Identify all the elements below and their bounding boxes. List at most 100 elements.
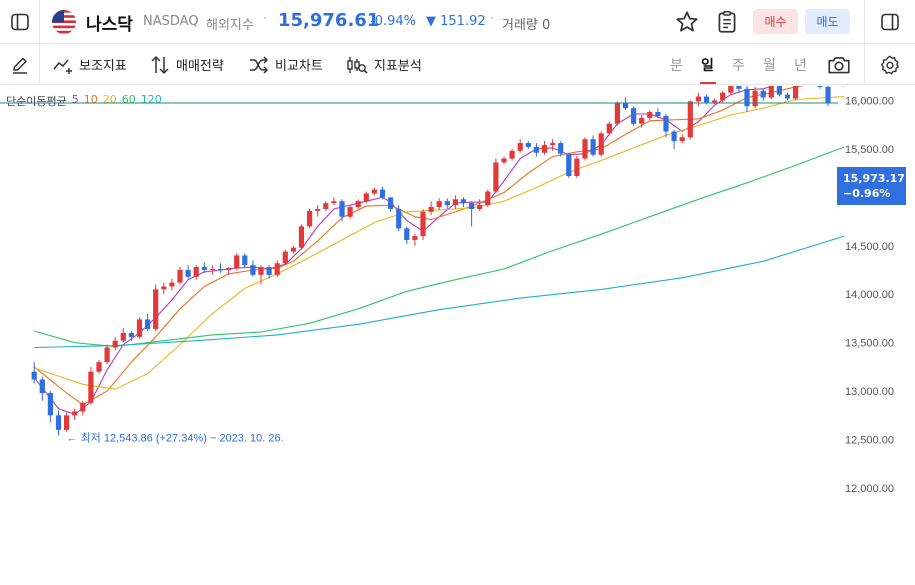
ma-line-60: [34, 146, 845, 348]
candle-body: [282, 251, 288, 264]
candle-body: [493, 162, 499, 192]
candlestick-chart[interactable]: 16,500.0016,000.0015,500.0015,000.0014,5…: [0, 86, 915, 585]
ma-line-10: [33, 86, 845, 406]
sidebar-toggle-button[interactable]: [0, 0, 40, 44]
strategy-button[interactable]: 매매전략: [150, 44, 224, 85]
candle-body: [396, 208, 402, 229]
candle-body: [234, 255, 240, 269]
compare-chart-button[interactable]: 비교차트: [249, 44, 323, 85]
period-day[interactable]: 일: [701, 58, 714, 74]
indicator-button[interactable]: 보조지표: [53, 44, 127, 85]
candle-body: [39, 379, 45, 394]
candle-body: [209, 269, 215, 271]
candle-body: [768, 86, 774, 98]
candle-body: [647, 112, 653, 118]
candle-body: [145, 319, 151, 330]
period-month[interactable]: 월: [763, 58, 776, 74]
candle-body: [695, 96, 701, 102]
index-code: NASDAQ: [143, 14, 199, 29]
favorite-button[interactable]: [674, 9, 700, 35]
candle-body: [728, 86, 734, 93]
candle-body: [793, 86, 799, 99]
analysis-label: 지표분석: [374, 59, 422, 74]
candle-body: [258, 267, 264, 275]
candle-body: [444, 201, 450, 206]
separator-dot: ·: [490, 12, 495, 27]
y-tick-label: 15,500.00: [845, 144, 894, 156]
ma-legend-title: 단순이동평균: [6, 95, 67, 108]
ma-line-20: [34, 96, 845, 390]
period-minute[interactable]: 분: [670, 58, 683, 74]
top-bar: 나스닥 NASDAQ 해외지수 · 15,976.61 -0.94% ▼ 151…: [0, 0, 915, 44]
candle-body: [655, 112, 661, 116]
ma-legend-5: 5: [71, 93, 79, 106]
buy-button[interactable]: 매수: [753, 9, 798, 34]
panel-toggle-icon: [881, 13, 899, 31]
candle-body: [266, 267, 272, 275]
candle-body: [550, 143, 556, 146]
candle-body: [525, 143, 531, 147]
candle-body: [226, 268, 232, 270]
candle-body: [460, 199, 467, 204]
indicator-analysis-button[interactable]: 지표분석: [346, 44, 422, 85]
gear-icon: [881, 55, 899, 74]
candle-body: [485, 191, 491, 206]
settings-button[interactable]: [864, 44, 915, 85]
screenshot-button[interactable]: [826, 52, 852, 78]
low-annotation: ← 최저 12,543.86 (+27.34%) − 2023. 10. 26.: [67, 431, 284, 444]
candle-body: [31, 371, 37, 380]
candle-body: [760, 90, 766, 98]
compare-label: 비교차트: [275, 59, 323, 74]
candle-body: [428, 207, 434, 212]
volume-label: 거래량 0: [502, 18, 551, 33]
period-week[interactable]: 주: [732, 58, 745, 74]
sidebar-toggle-icon: [10, 13, 29, 31]
period-year[interactable]: 년: [794, 58, 807, 74]
candle-body: [371, 189, 377, 194]
candle-body: [784, 94, 791, 99]
candle-body: [671, 131, 677, 142]
candle-body: [169, 282, 175, 287]
chart-toolbar: 보조지표 매매전략 비교차트 지표분석 분 일 주 월: [0, 44, 915, 85]
memo-button[interactable]: [714, 9, 740, 35]
candle-body: [590, 139, 596, 155]
indicator-icon: [53, 59, 72, 74]
candle-body: [331, 201, 337, 204]
sell-button[interactable]: 매도: [805, 9, 850, 34]
drawing-tool-button[interactable]: [0, 44, 40, 85]
panel-toggle-button[interactable]: [864, 0, 915, 44]
candle-body: [404, 228, 410, 240]
separator-dot: ·: [263, 12, 268, 27]
candle-body: [347, 207, 353, 217]
candle-body: [452, 199, 458, 206]
candle-body: [752, 90, 758, 107]
candle-body: [825, 86, 831, 104]
candle-body: [128, 332, 134, 337]
y-tick-label: 16,000.00: [845, 95, 894, 107]
market-type: 해외지수: [206, 18, 254, 33]
candle-body: [712, 100, 718, 103]
camera-icon: [828, 57, 850, 74]
candle-body: [161, 286, 167, 290]
active-period-indicator: [700, 82, 716, 84]
candle-body: [639, 117, 645, 124]
candle-body: [614, 103, 620, 124]
candle-body: [55, 415, 62, 430]
candle-body: [776, 86, 782, 95]
y-tick-label: 14,000.00: [845, 289, 894, 301]
candle-body: [436, 201, 442, 208]
change-percent: -0.94%: [370, 14, 416, 29]
candle-body: [388, 197, 394, 209]
candle-body: [606, 123, 612, 134]
candle-body: [744, 88, 750, 107]
candle-body: [517, 143, 523, 151]
y-tick-label: 13,500.00: [845, 338, 894, 350]
candle-body: [477, 205, 483, 209]
pencil-icon: [12, 57, 27, 74]
index-name: 나스닥: [86, 15, 133, 35]
candle-body: [720, 92, 726, 101]
current-price: 15,976.61: [278, 10, 380, 31]
last-price-percent: −0.96%: [843, 187, 891, 200]
candle-body: [817, 86, 823, 87]
candle-body: [679, 137, 685, 142]
